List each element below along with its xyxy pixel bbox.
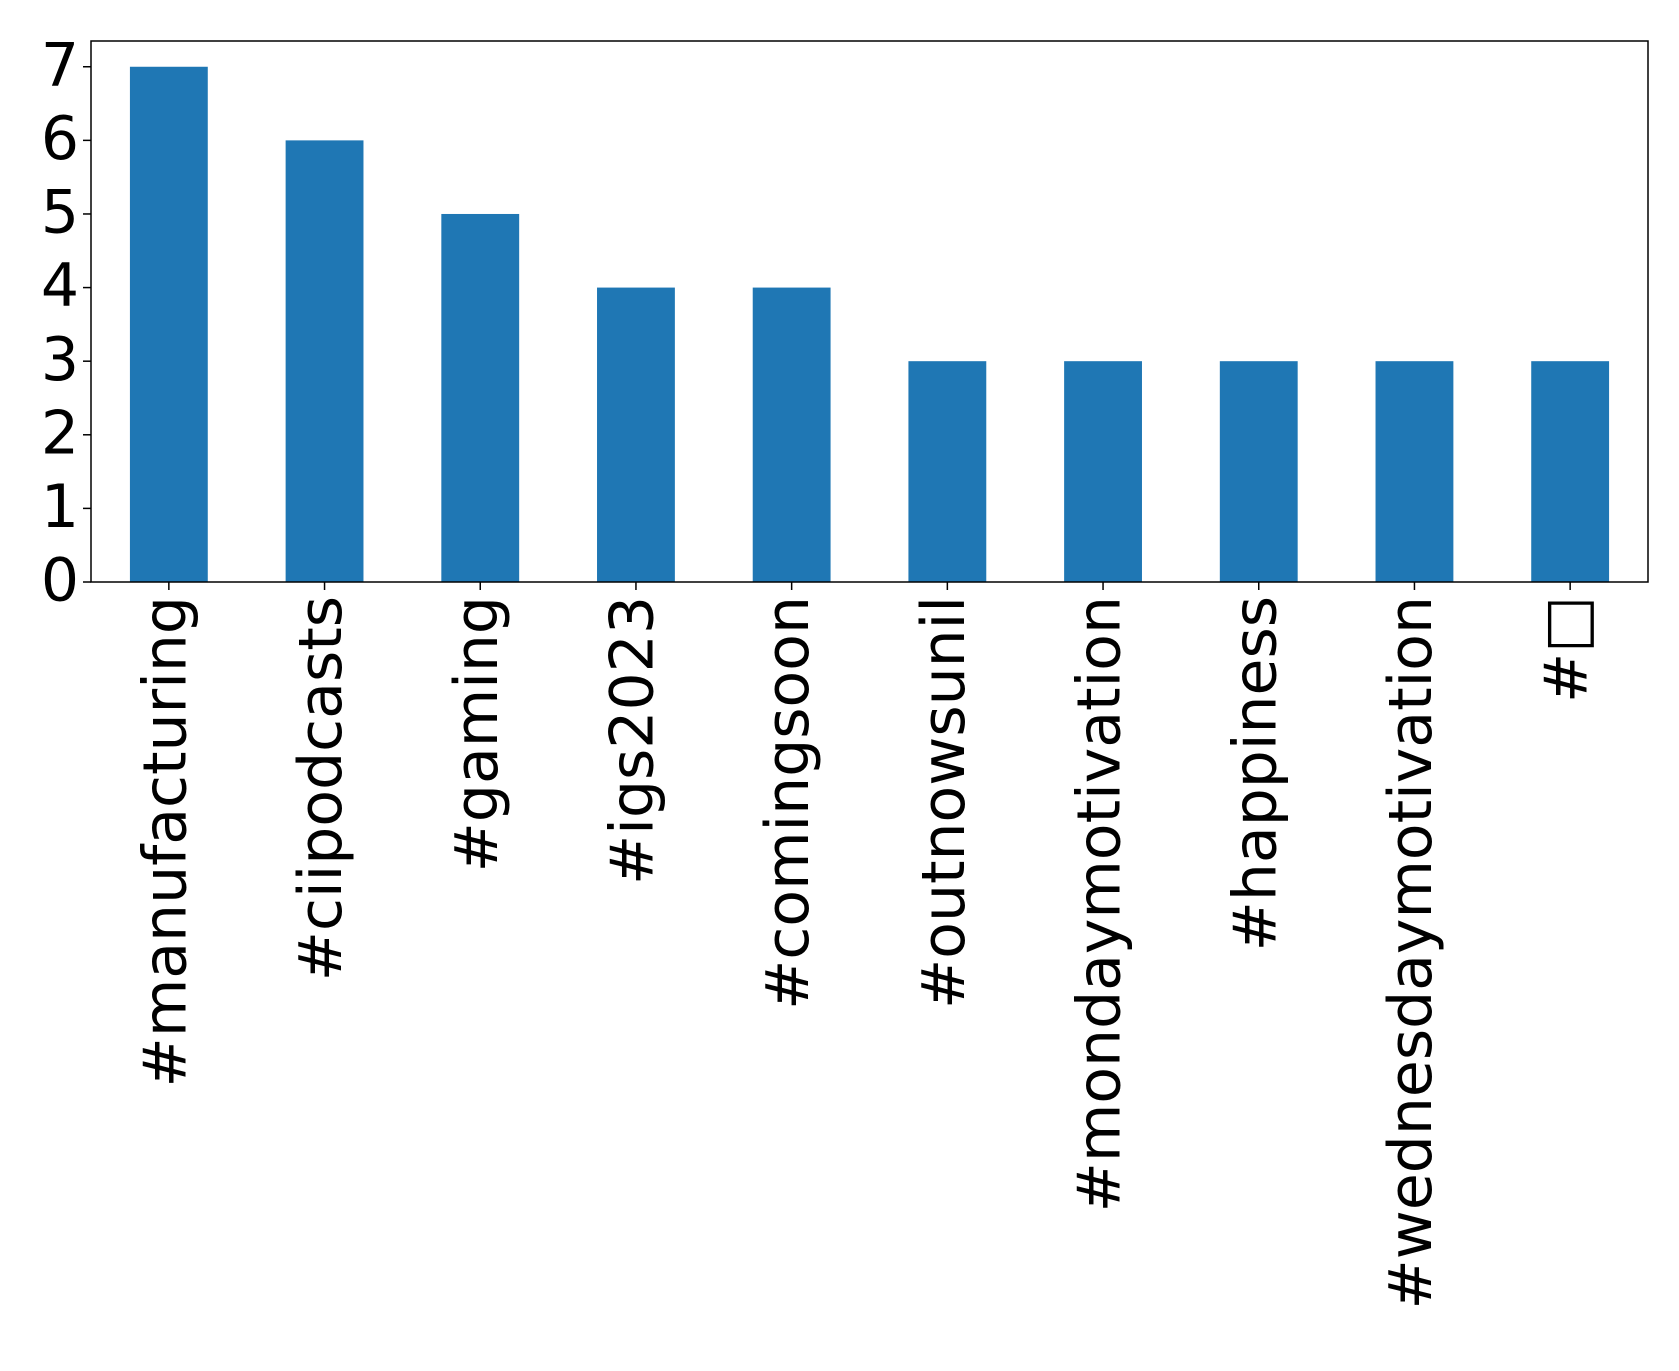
x-tick-label: #mondaymotivation: [1065, 596, 1135, 1212]
bar: [908, 361, 987, 582]
y-tick-label: 1: [41, 472, 79, 542]
x-tick-label: #igs2023: [598, 596, 668, 885]
x-tick-label: #□: [1532, 596, 1602, 703]
plot-frame: [90, 40, 1649, 583]
x-tick-label: #comingsoon: [753, 596, 823, 1010]
bar: [285, 140, 364, 582]
y-tick-label: 0: [41, 546, 79, 616]
y-tick-label: 2: [41, 398, 79, 468]
x-tick-label: #ciipodcasts: [286, 596, 356, 981]
x-tick-label: #wednesdaymotivation: [1376, 596, 1446, 1309]
y-tick-label: 4: [41, 251, 79, 321]
bar: [129, 66, 208, 582]
bar: [1531, 361, 1610, 582]
x-tick-label: #outnowsunil: [909, 596, 979, 1009]
x-tick-label: #happiness: [1220, 596, 1290, 951]
bar: [752, 287, 831, 582]
y-tick-label: 6: [41, 104, 79, 174]
y-tick-label: 7: [41, 30, 79, 100]
bar: [1219, 361, 1298, 582]
bar: [441, 213, 520, 583]
x-tick-label: #manufacturing: [130, 596, 200, 1087]
y-tick-label: 5: [41, 178, 79, 248]
bar: [1064, 361, 1142, 582]
bar: [597, 287, 675, 582]
x-tick-label: #gaming: [442, 596, 512, 872]
bar: [1375, 361, 1454, 582]
y-tick-label: 3: [41, 325, 79, 395]
